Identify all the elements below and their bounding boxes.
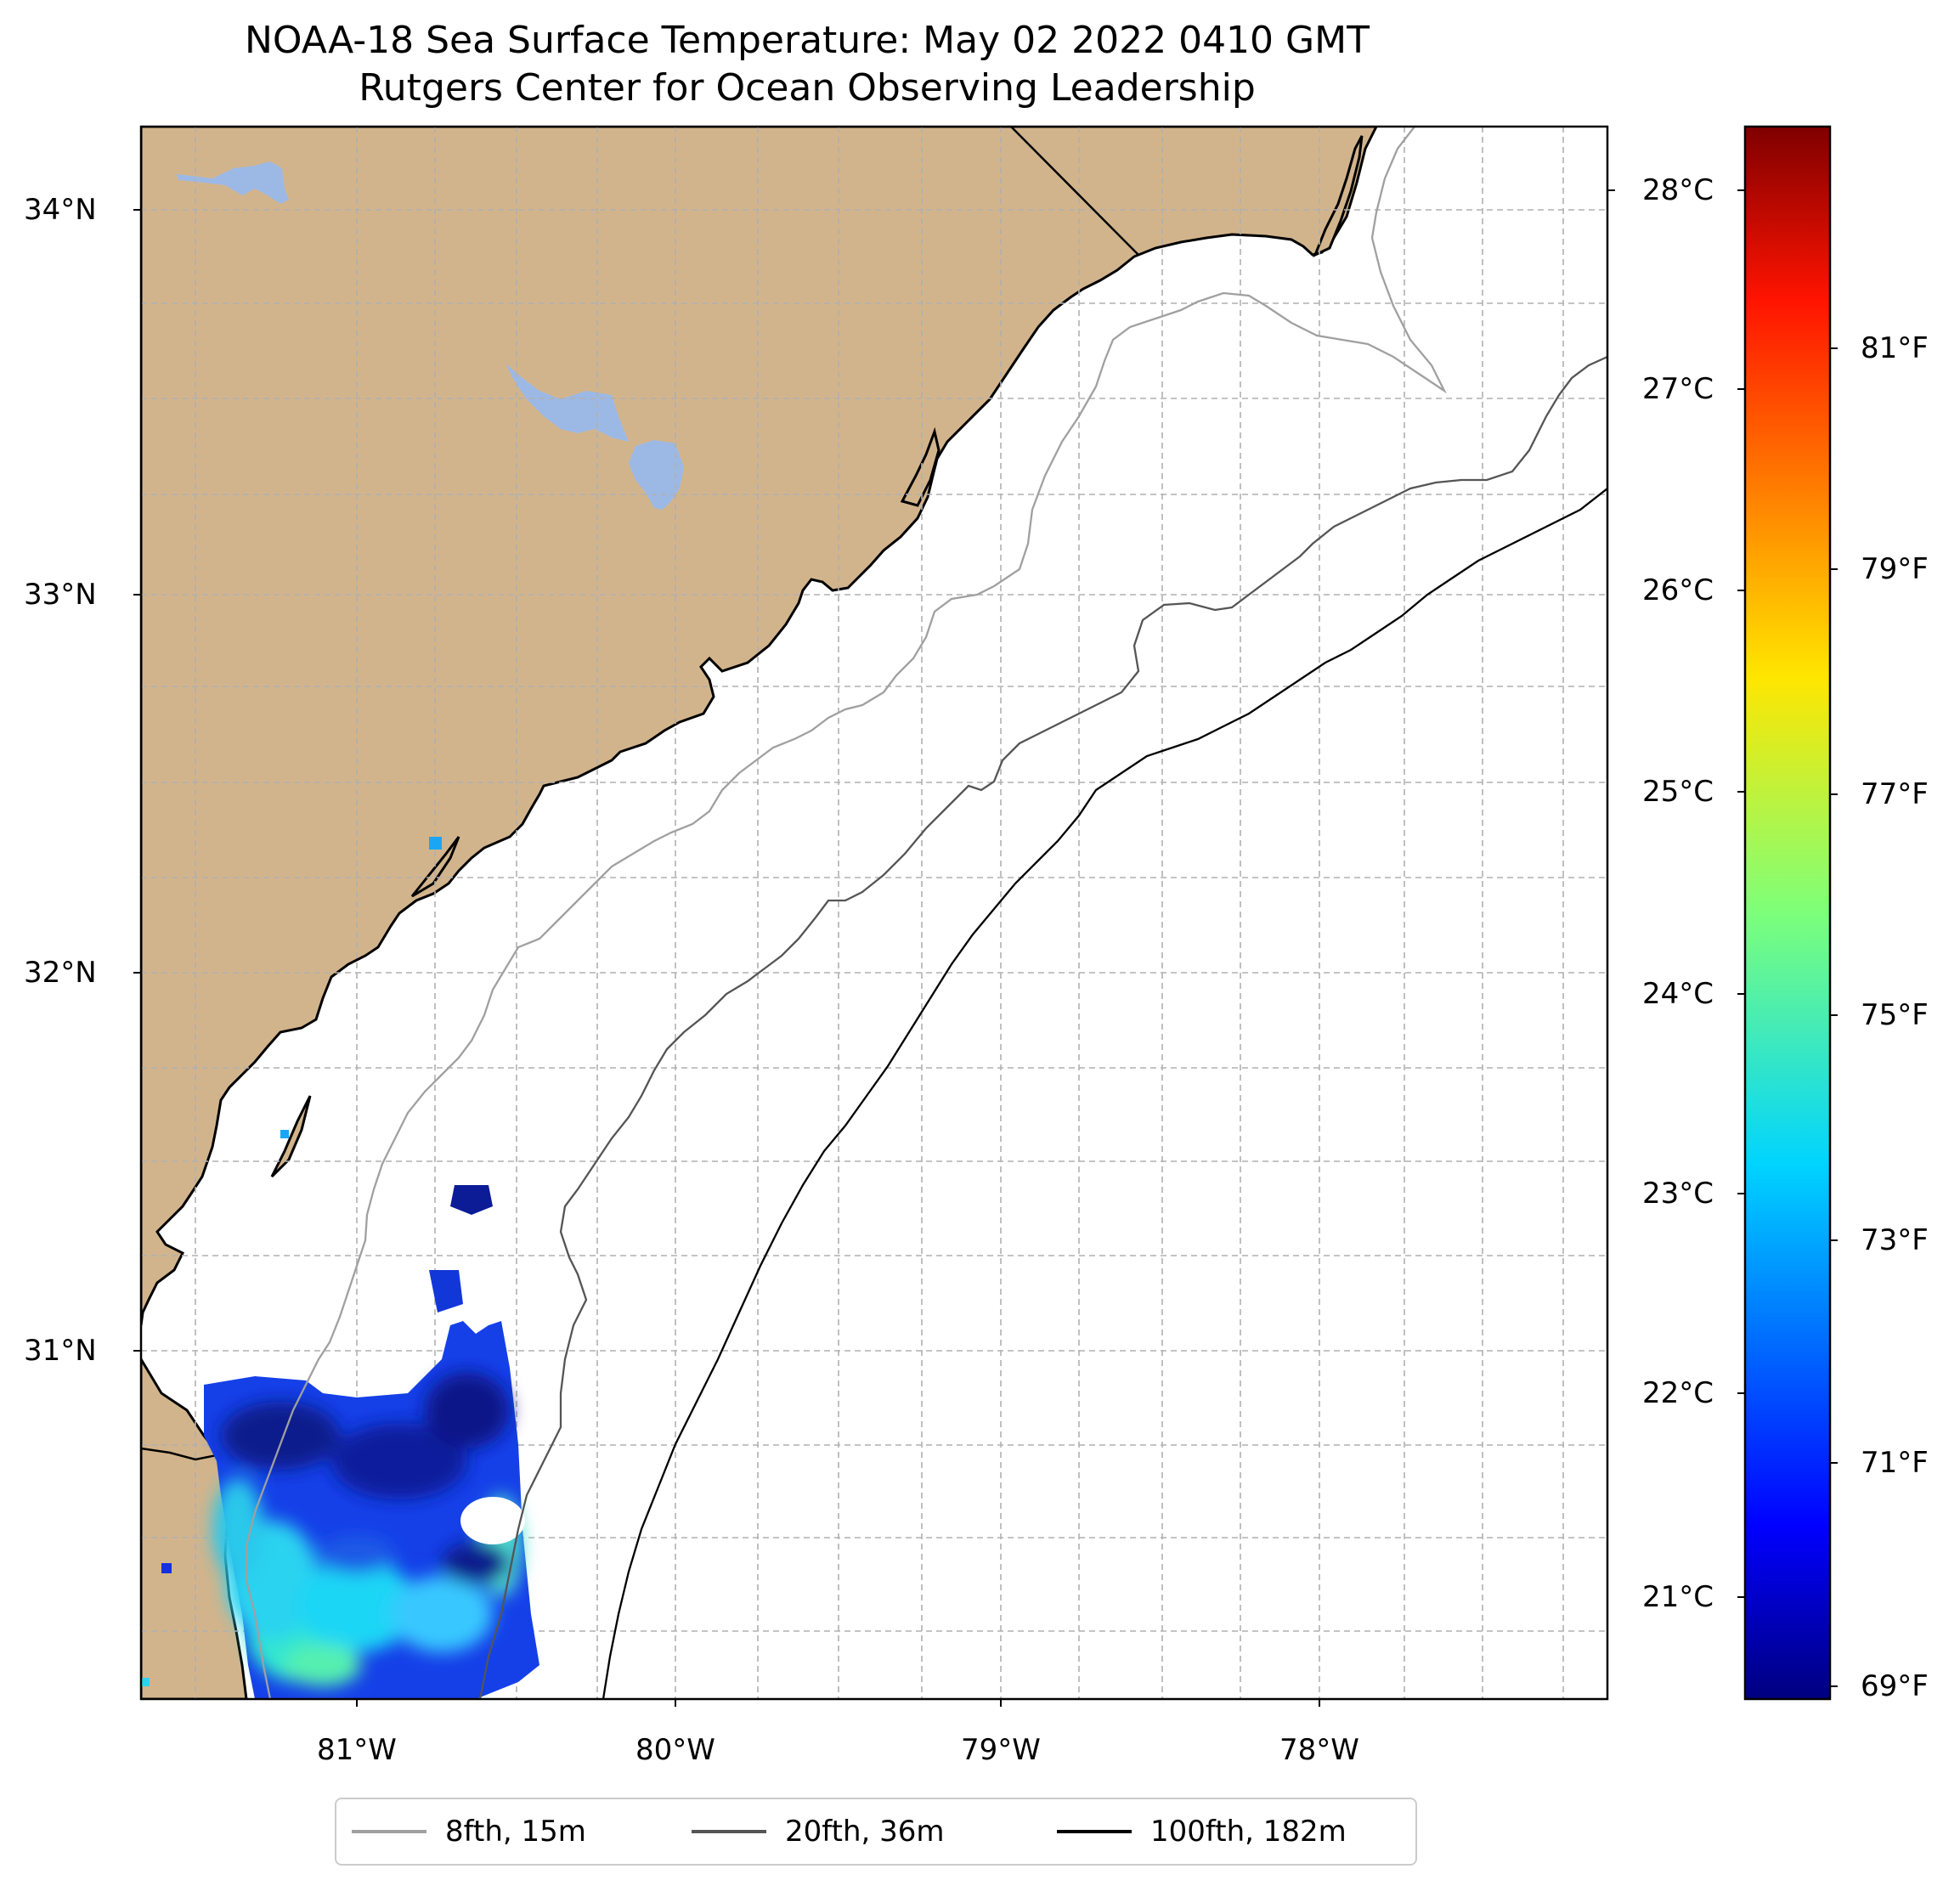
colorbar-fahrenheit-label: 81°F [1861, 331, 1929, 365]
land-mass [141, 127, 1378, 1326]
sst-data-patch [141, 837, 539, 1699]
isobath-100fth [602, 488, 1607, 1699]
legend-line-icon [692, 1830, 766, 1833]
legend-label: 20fth, 36m [785, 1815, 945, 1849]
lat-label: 33°N [24, 578, 97, 612]
legend-line-icon [352, 1830, 426, 1833]
lon-label: 80°W [635, 1733, 715, 1767]
legend: 8fth, 15m 20fth, 36m 100fth, 182m [335, 1798, 1417, 1866]
barrier-island [1313, 135, 1364, 257]
legend-item-100fth: 100fth, 182m [1057, 1799, 1347, 1864]
colorbar [1743, 125, 1832, 1701]
barrier-island [900, 426, 940, 507]
map-frame [139, 125, 1609, 1701]
lake [177, 161, 289, 204]
isobath-20fth [478, 355, 1607, 1699]
lat-label: 34°N [24, 193, 97, 227]
colorbar-fahrenheit-label: 69°F [1861, 1669, 1929, 1703]
lat-label: 31°N [24, 1334, 97, 1368]
colorbar-celsius-label: 27°C [1642, 372, 1714, 406]
colorbar-fahrenheit-label: 79°F [1861, 552, 1929, 586]
colorbar-celsius-label: 25°C [1642, 775, 1714, 809]
state-border [1010, 127, 1139, 256]
colorbar-celsius-label: 23°C [1642, 1177, 1714, 1211]
colorbar-fahrenheit-label: 75°F [1861, 998, 1929, 1032]
colorbar-celsius-label: 21°C [1642, 1580, 1714, 1614]
colorbar-ticks [1737, 189, 1838, 1687]
colorbar-celsius-label: 26°C [1642, 573, 1714, 607]
lon-label: 79°W [961, 1733, 1041, 1767]
colorbar-fahrenheit-label: 71°F [1861, 1446, 1929, 1480]
lon-label: 78°W [1279, 1733, 1359, 1767]
colorbar-celsius-label: 22°C [1642, 1376, 1714, 1410]
chart-subtitle: Rutgers Center for Ocean Observing Leade… [359, 66, 1256, 110]
legend-line-icon [1057, 1830, 1132, 1833]
colorbar-fahrenheit-label: 73°F [1861, 1223, 1929, 1257]
legend-label: 8fth, 15m [445, 1815, 586, 1849]
lon-label: 81°W [317, 1733, 397, 1767]
colorbar-celsius-label: 24°C [1642, 977, 1714, 1011]
legend-item-8fth: 8fth, 15m [352, 1799, 586, 1864]
barrier-island [270, 1095, 312, 1178]
chart-title: NOAA-18 Sea Surface Temperature: May 02 … [245, 19, 1370, 62]
barrier-island [410, 836, 460, 898]
colorbar-fahrenheit-label: 77°F [1861, 777, 1929, 811]
lake [629, 440, 684, 510]
colorbar-celsius-label: 28°C [1642, 173, 1714, 207]
legend-label: 100fth, 182m [1150, 1815, 1347, 1849]
legend-item-20fth: 20fth, 36m [692, 1799, 945, 1864]
state-border [141, 1447, 222, 1461]
isobath-8fth [245, 127, 1447, 1699]
lat-label: 32°N [24, 956, 97, 990]
axis-ticks [133, 189, 1615, 1707]
